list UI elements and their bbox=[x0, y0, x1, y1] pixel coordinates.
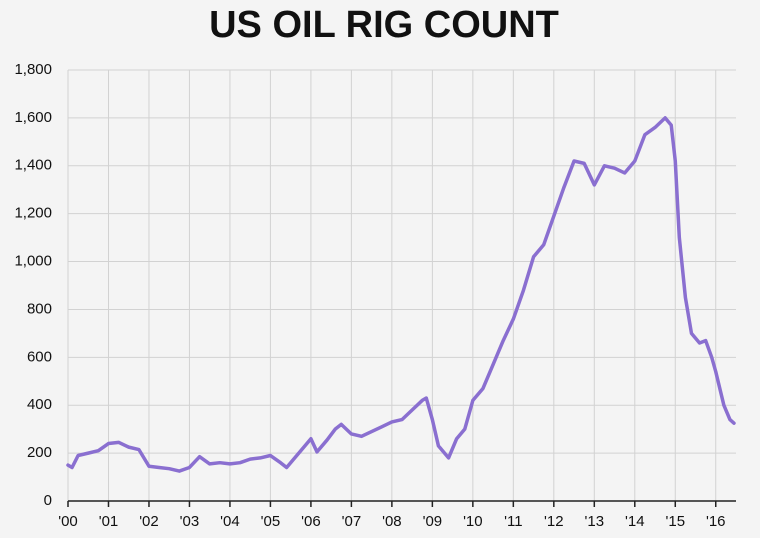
x-tick-label: '04 bbox=[220, 513, 240, 530]
x-tick-label: '09 bbox=[423, 513, 443, 530]
x-tick-label: '15 bbox=[665, 513, 685, 530]
y-tick-label: 200 bbox=[27, 444, 52, 461]
x-tick-label: '00 bbox=[58, 513, 78, 530]
x-tick-label: '03 bbox=[180, 513, 200, 530]
x-tick-label: '14 bbox=[625, 513, 645, 530]
x-tick-label: '07 bbox=[342, 513, 362, 530]
x-tick-label: '01 bbox=[99, 513, 119, 530]
y-tick-label: 400 bbox=[27, 396, 52, 413]
x-tick-label: '10 bbox=[463, 513, 483, 530]
x-tick-label: '02 bbox=[139, 513, 159, 530]
x-tick-label: '12 bbox=[544, 513, 564, 530]
y-tick-label: 800 bbox=[27, 300, 52, 317]
x-tick-label: '05 bbox=[261, 513, 281, 530]
x-tick-label: '16 bbox=[706, 513, 726, 530]
y-tick-label: 1,000 bbox=[14, 253, 52, 270]
x-tick-label: '11 bbox=[504, 513, 522, 530]
y-tick-label: 1,400 bbox=[14, 157, 52, 174]
y-tick-label: 600 bbox=[27, 348, 52, 365]
y-tick-label: 1,200 bbox=[14, 205, 52, 222]
y-tick-label: 1,600 bbox=[14, 109, 52, 126]
x-tick-label: '06 bbox=[301, 513, 321, 530]
chart-title: US OIL RIG COUNT bbox=[209, 4, 559, 46]
x-tick-label: '13 bbox=[585, 513, 605, 530]
y-tick-label: 0 bbox=[44, 492, 52, 509]
y-tick-label: 1,800 bbox=[14, 61, 52, 78]
data-line bbox=[66, 116, 736, 473]
x-tick-label: '08 bbox=[382, 513, 402, 530]
